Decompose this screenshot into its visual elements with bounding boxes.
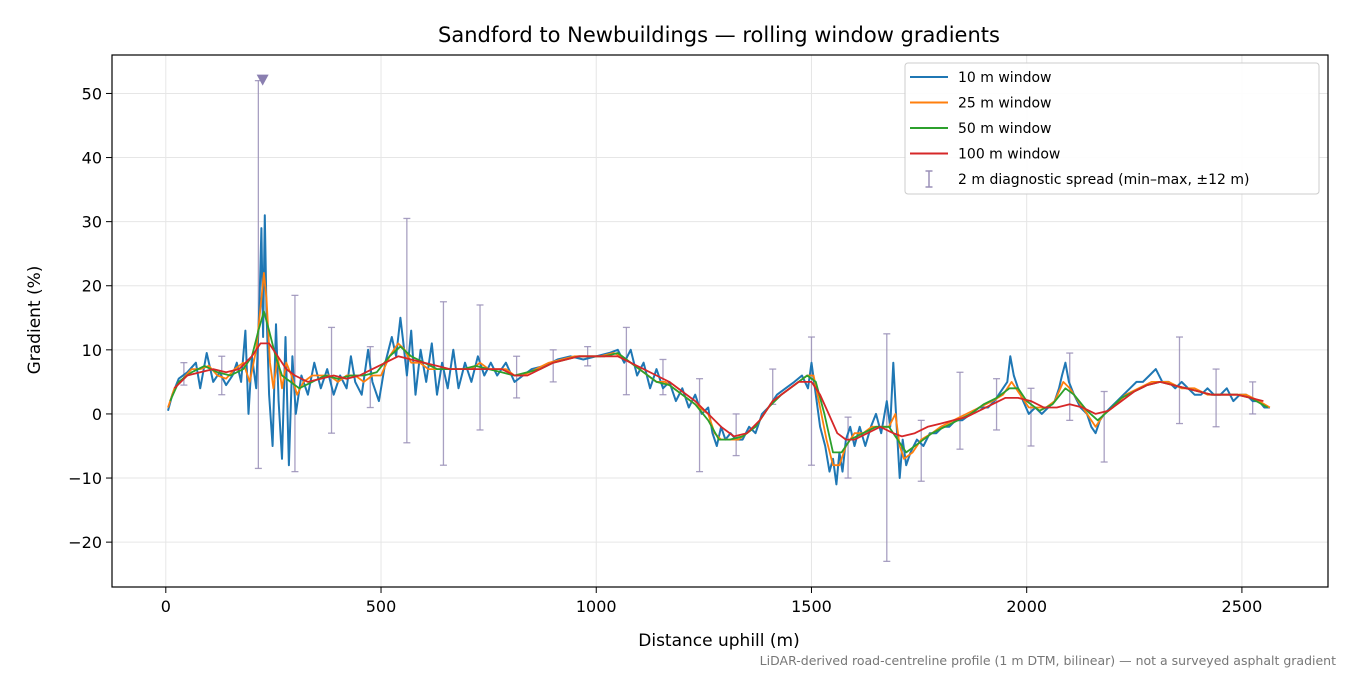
legend-label: 10 m window <box>958 70 1051 86</box>
x-tick-label: 0 <box>161 597 171 616</box>
x-tick-label: 1000 <box>576 597 617 616</box>
legend-label: 25 m window <box>958 96 1051 112</box>
diagnostic-spread-bar <box>403 217 411 444</box>
x-tick-label: 1500 <box>791 597 832 616</box>
y-tick-label: −20 <box>68 533 102 552</box>
diagnostic-spread-bar <box>1066 352 1074 421</box>
x-tick-label: 500 <box>366 597 397 616</box>
diagnostic-spread-bar <box>696 378 704 473</box>
series-lines <box>167 214 1271 486</box>
x-tick-label: 2000 <box>1006 597 1047 616</box>
diagnostic-spread-bar <box>732 413 740 457</box>
y-tick-label: 0 <box>92 405 102 424</box>
legend-label: 2 m diagnostic spread (min–max, ±12 m) <box>958 172 1249 188</box>
diagnostic-spread-bar <box>844 416 852 479</box>
diagnostic-spread-bar <box>328 326 336 434</box>
diagnostic-spread-bar <box>807 336 815 466</box>
diagnostic-spread-bar <box>956 371 964 450</box>
y-tick-label: 10 <box>82 341 102 360</box>
legend-label: 100 m window <box>958 147 1060 163</box>
diagnostic-spread-bar <box>439 301 447 466</box>
legend-entry: 50 m window <box>910 121 1051 137</box>
y-tick-label: −10 <box>68 469 102 488</box>
diagnostic-spread-bar <box>1027 387 1035 447</box>
plot-frame <box>111 54 1329 588</box>
legend-entry: 25 m window <box>910 96 1051 112</box>
legend-entry: 10 m window <box>910 70 1051 86</box>
legend-entry: 100 m window <box>910 147 1060 163</box>
series-line-3 <box>169 310 1269 454</box>
legend-entry: 2 m diagnostic spread (min–max, ±12 m) <box>925 170 1249 188</box>
y-axis-label: Gradient (%) <box>25 266 45 375</box>
y-tick-label: 30 <box>82 213 102 232</box>
diagnostic-spread-bar <box>1212 368 1220 428</box>
series-line-4 <box>173 342 1264 441</box>
legend-box <box>904 62 1320 195</box>
x-tick-label: 2500 <box>1222 597 1263 616</box>
y-tick-label: 50 <box>82 84 102 103</box>
clipped-spread-marker <box>256 74 269 86</box>
legend: 10 m window 25 m window 50 m window 100 m w… <box>904 62 1320 195</box>
y-tick-label: 20 <box>82 277 102 296</box>
legend-label: 50 m window <box>958 121 1051 137</box>
chart-title: Sandford to Newbuildings — rolling windo… <box>438 23 1000 47</box>
chart-caption: LiDAR-derived road-centreline profile (1… <box>760 653 1336 668</box>
x-axis-label: Distance uphill (m) <box>638 631 799 651</box>
diagnostic-spread-bar <box>1100 390 1108 463</box>
diagnostic-spread-bar <box>883 333 891 563</box>
diagnostic-spread-bar <box>513 355 521 399</box>
diagnostic-spread-bar <box>549 349 557 383</box>
diagnostic-spread-bar <box>1175 336 1183 425</box>
axes: 0 500 1000 1500 2000 2500 −20 −10 0 10 20 30 40 50 <box>68 54 1329 616</box>
diagnostic-spread-bar <box>993 378 1001 431</box>
y-tick-label: 40 <box>82 149 102 168</box>
